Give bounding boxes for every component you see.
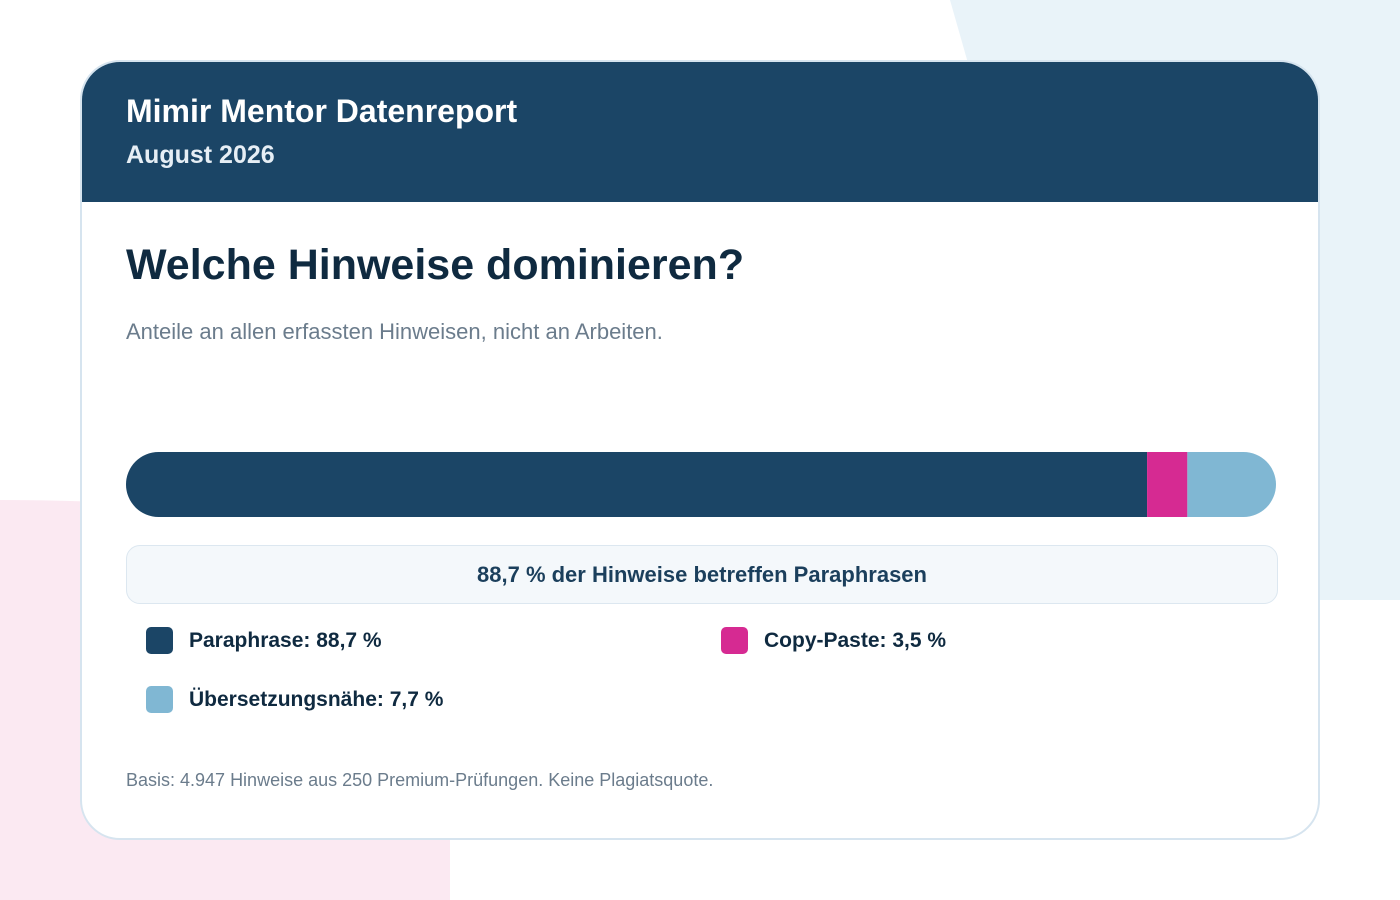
bar-segment--bersetzungsn-he [1187, 452, 1276, 517]
chart-title: Welche Hinweise dominieren? [126, 241, 745, 289]
report-title: Mimir Mentor Datenreport [126, 93, 518, 129]
bar-segment-copy-paste [1147, 452, 1188, 517]
report-date: August 2026 [126, 141, 275, 169]
report-card: Mimir Mentor Datenreport August 2026 Wel… [80, 60, 1320, 840]
legend-swatch-copy-paste [721, 627, 748, 654]
legend-item-copy-paste: Copy-Paste: 3,5 % [721, 627, 946, 654]
chart-subtitle: Anteile an allen erfassten Hinweisen, ni… [126, 319, 663, 344]
legend-label-copy-paste: Copy-Paste: 3,5 % [764, 628, 947, 652]
legend-swatch-paraphrase [146, 627, 173, 654]
legend-label-uebersetzungsnaehe: Übersetzungsnähe: 7,7 % [189, 687, 444, 711]
key-finding-callout: 88,7 % der Hinweise betreffen Paraphrase… [126, 545, 1278, 604]
stacked-bar-chart [126, 452, 1276, 517]
legend-item-paraphrase: Paraphrase: 88,7 % [146, 627, 382, 654]
legend-item-uebersetzungsnaehe: Übersetzungsnähe: 7,7 % [146, 686, 443, 713]
legend-label-paraphrase: Paraphrase: 88,7 % [189, 628, 382, 652]
bar-segment-paraphrase [126, 452, 1148, 517]
legend-swatch-uebersetzungsnaehe [146, 686, 173, 713]
card-header: Mimir Mentor Datenreport August 2026 [82, 62, 1318, 202]
chart-footnote: Basis: 4.947 Hinweise aus 250 Premium-Pr… [126, 770, 714, 790]
